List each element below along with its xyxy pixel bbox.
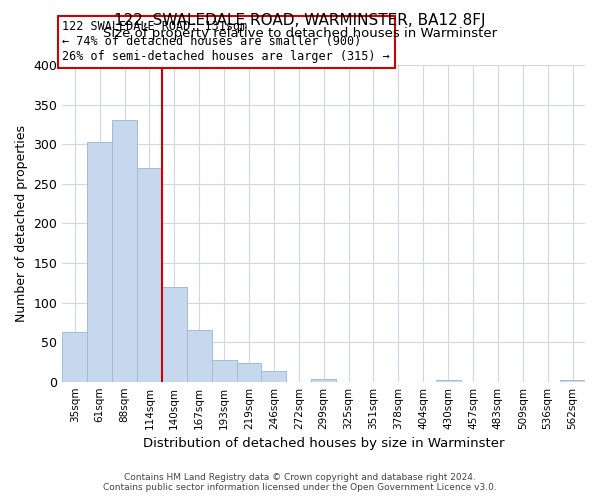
Bar <box>112 120 137 382</box>
Bar <box>62 332 87 382</box>
Text: 122, SWALEDALE ROAD, WARMINSTER, BA12 8FJ: 122, SWALEDALE ROAD, WARMINSTER, BA12 8F… <box>114 12 486 28</box>
Bar <box>187 330 212 382</box>
Bar <box>560 380 585 382</box>
Bar <box>137 168 162 382</box>
Text: Contains HM Land Registry data © Crown copyright and database right 2024.
Contai: Contains HM Land Registry data © Crown c… <box>103 473 497 492</box>
Bar <box>162 286 187 382</box>
Bar <box>311 378 336 382</box>
Text: Size of property relative to detached houses in Warminster: Size of property relative to detached ho… <box>103 28 497 40</box>
Text: 122 SWALEDALE ROAD: 131sqm
← 74% of detached houses are smaller (900)
26% of sem: 122 SWALEDALE ROAD: 131sqm ← 74% of deta… <box>62 20 390 64</box>
Bar <box>212 360 236 382</box>
Bar <box>87 142 112 382</box>
Bar <box>436 380 461 382</box>
Bar <box>262 372 286 382</box>
Bar <box>236 362 262 382</box>
X-axis label: Distribution of detached houses by size in Warminster: Distribution of detached houses by size … <box>143 437 505 450</box>
Y-axis label: Number of detached properties: Number of detached properties <box>15 125 28 322</box>
